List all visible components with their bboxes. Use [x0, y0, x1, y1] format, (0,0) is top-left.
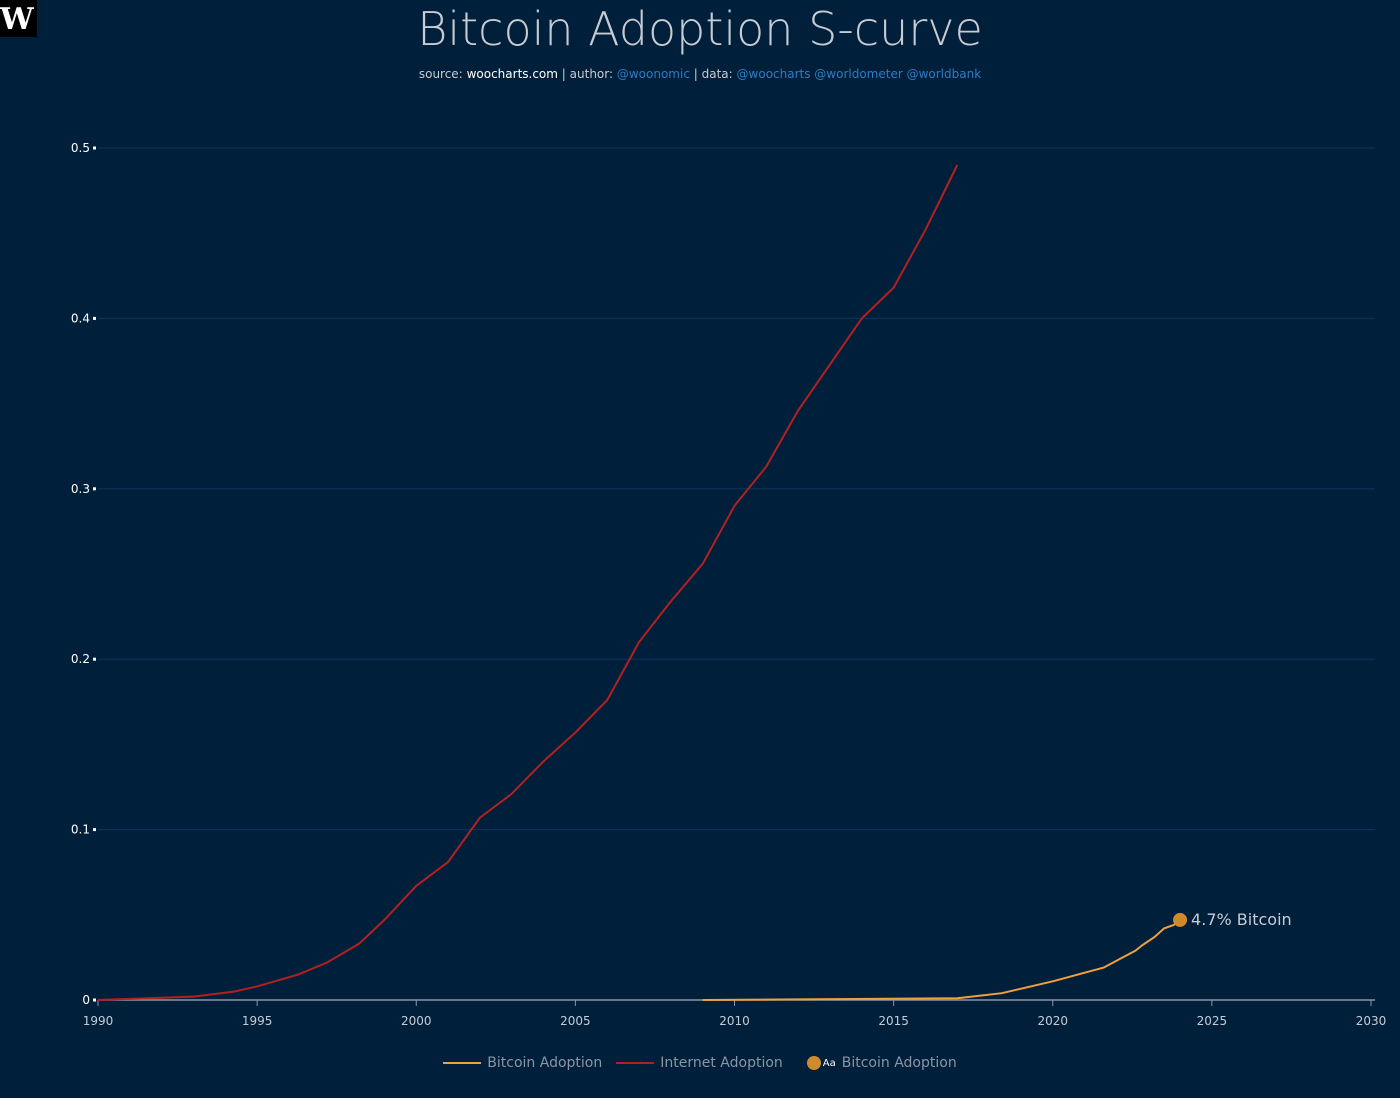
y-tick-mark — [93, 487, 96, 491]
text-marker-icon: Aa — [822, 1057, 836, 1069]
y-tick-mark — [93, 146, 96, 150]
y-tick-label: 0.3 — [71, 482, 90, 496]
x-tick-label: 2030 — [1356, 1014, 1387, 1028]
legend: Bitcoin Adoption Internet Adoption Aa Bit… — [0, 1055, 1400, 1071]
chart-subtitle: source: woocharts.com | author: @woonomi… — [0, 67, 1400, 81]
marker-dot-icon — [806, 1056, 821, 1070]
y-tick-label: 0.2 — [71, 652, 90, 666]
x-tick-label: 2000 — [401, 1014, 432, 1028]
annotation-label: 4.7% Bitcoin — [1191, 910, 1292, 929]
x-tick-label: 2005 — [560, 1014, 591, 1028]
author-label: | author: — [561, 67, 614, 81]
x-tick-label: 2010 — [719, 1014, 750, 1028]
source-label: source: — [418, 67, 463, 81]
data-sources-link[interactable]: @woocharts @worldometer @worldbank — [736, 67, 982, 81]
x-tick-label: 2025 — [1197, 1014, 1228, 1028]
author-link[interactable]: @woonomic — [616, 67, 690, 81]
x-tick-label: 2015 — [878, 1014, 909, 1028]
y-tick-label: 0.5 — [71, 141, 90, 155]
annotation-marker — [1173, 912, 1188, 927]
legend-label: Bitcoin Adoption — [487, 1055, 603, 1071]
legend-label: Internet Adoption — [660, 1055, 783, 1071]
x-tick-label: 1995 — [242, 1014, 273, 1028]
y-tick-mark — [93, 828, 96, 832]
y-tick-mark — [93, 657, 96, 661]
x-tick-label: 1990 — [83, 1014, 114, 1028]
legend-item-bitcoin-marker[interactable]: Aa Bitcoin Adoption — [806, 1055, 957, 1071]
y-tick-mark — [93, 316, 96, 320]
y-tick-mark — [93, 998, 96, 1002]
line-swatch-icon — [443, 1062, 482, 1064]
y-tick-label: 0.1 — [71, 823, 90, 837]
source-link[interactable]: woocharts.com — [466, 67, 558, 81]
y-tick-label: 0.4 — [71, 311, 90, 325]
legend-item-internet[interactable]: Internet Adoption — [616, 1055, 783, 1071]
data-label: | data: — [693, 67, 733, 81]
line-swatch-icon — [616, 1062, 655, 1064]
y-tick-label: 0 — [82, 993, 90, 1007]
series-line-bitcoin-adoption — [702, 919, 1181, 1001]
series-line-internet-adoption — [97, 164, 959, 1001]
legend-item-bitcoin[interactable]: Bitcoin Adoption — [443, 1055, 602, 1071]
legend-label: Bitcoin Adoption — [841, 1055, 957, 1071]
x-tick-label: 2020 — [1037, 1014, 1068, 1028]
woocharts-logo: W — [0, 0, 37, 37]
chart-title: Bitcoin Adoption S-curve — [417, 2, 983, 56]
